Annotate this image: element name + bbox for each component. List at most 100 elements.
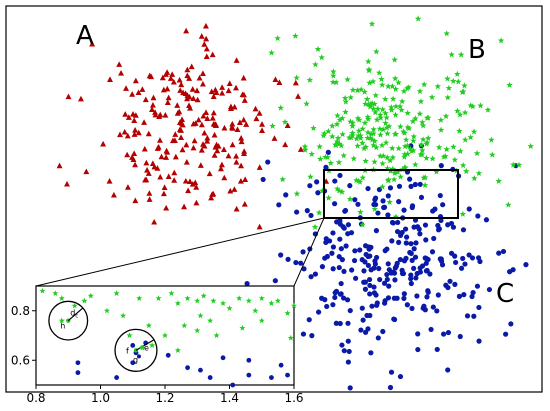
inset-c-point <box>246 357 252 363</box>
cluster-c-point <box>341 268 347 275</box>
cluster-c-point <box>397 373 404 380</box>
cluster-c-point <box>384 276 390 283</box>
inset-c-point <box>269 375 274 380</box>
cluster-b-point <box>269 122 276 129</box>
cluster-b-point <box>370 105 377 112</box>
cluster-b-point <box>383 114 390 121</box>
cluster-b-point <box>410 133 417 140</box>
cluster-a-point <box>154 165 161 171</box>
inset-c-point <box>114 375 120 380</box>
cluster-a-point <box>132 161 139 168</box>
cluster-c-point <box>319 264 326 270</box>
cluster-c-point <box>307 183 313 189</box>
cluster-a-point <box>182 177 189 184</box>
cluster-c-point <box>471 313 477 319</box>
cluster-b-point <box>437 126 445 133</box>
cluster-a-point <box>201 129 208 136</box>
cluster-c-point <box>306 317 312 323</box>
cluster-c-point <box>486 286 493 293</box>
cluster-c-point <box>323 164 329 170</box>
cluster-a-point <box>161 184 168 191</box>
cluster-b-point <box>362 143 370 150</box>
cluster-c-point <box>401 258 408 264</box>
cluster-c-point <box>412 254 419 260</box>
cluster-c-point <box>397 232 404 238</box>
cluster-b-point <box>395 79 402 86</box>
cluster-c-point <box>392 277 398 283</box>
cluster-c-point <box>357 247 363 253</box>
cluster-c-point <box>344 297 351 303</box>
cluster-c-point <box>377 276 383 283</box>
cluster-c-point <box>374 300 380 306</box>
cluster-a-point <box>179 116 186 122</box>
cluster-a-point <box>64 180 70 187</box>
cluster-b-point <box>382 95 389 102</box>
cluster-a-point <box>149 101 156 108</box>
cluster-label-a: A <box>76 21 94 51</box>
cluster-b-point <box>355 127 363 134</box>
inset-b-point <box>58 295 65 301</box>
cluster-a-point <box>233 159 240 165</box>
cluster-b-point <box>385 83 392 90</box>
cluster-c-point <box>403 226 409 232</box>
cluster-a-point <box>295 93 302 99</box>
cluster-b-point <box>404 124 411 131</box>
cluster-c-point <box>429 249 436 255</box>
cluster-a-point <box>196 74 203 81</box>
inset-b-point <box>245 297 252 304</box>
cluster-b-point <box>454 107 461 114</box>
cluster-c-point <box>417 269 423 275</box>
cluster-b-point <box>359 125 366 132</box>
cluster-c-point <box>409 204 415 211</box>
cluster-c-point <box>469 293 475 300</box>
cluster-c-point <box>452 281 458 287</box>
cluster-b-point <box>484 106 492 113</box>
cluster-b-point <box>389 95 397 102</box>
cluster-b-point <box>377 114 384 121</box>
cluster-a-point <box>145 170 152 176</box>
cluster-a-point <box>132 197 139 204</box>
cluster-b-point <box>405 84 412 91</box>
cluster-b-point <box>367 134 374 141</box>
cluster-c-point <box>415 331 421 337</box>
cluster-a-point <box>208 194 215 201</box>
cluster-b-point <box>365 58 372 65</box>
cluster-b-point <box>373 116 381 123</box>
cluster-a-point <box>132 126 139 133</box>
point-label-g: g <box>133 355 138 364</box>
cluster-c-point <box>419 263 426 269</box>
cluster-a-point <box>107 76 113 82</box>
cluster-b-point <box>462 136 469 143</box>
cluster-a-point <box>231 103 238 110</box>
cluster-b-point <box>405 125 413 132</box>
cluster-b-point <box>349 86 357 93</box>
cluster-a-point <box>131 117 138 124</box>
cluster-c-point <box>445 367 451 373</box>
cluster-c-point <box>448 250 455 256</box>
cluster-b-point <box>416 88 424 95</box>
cluster-b-point <box>361 88 368 95</box>
cluster-b-point <box>423 154 430 161</box>
cluster-a-point <box>186 178 193 185</box>
cluster-b-point <box>443 145 450 152</box>
cluster-c-point <box>399 267 405 273</box>
cluster-b-point <box>320 132 327 139</box>
main-scatter-points <box>56 15 534 391</box>
cluster-c-point <box>394 295 400 301</box>
cluster-c-point <box>300 249 306 255</box>
cluster-c-point <box>434 308 440 314</box>
inset-b-point <box>213 332 220 339</box>
cluster-b-point <box>467 134 474 141</box>
cluster-a-point <box>242 176 249 182</box>
cluster-b-point <box>378 75 385 82</box>
cluster-b-point <box>404 109 411 116</box>
cluster-c-point <box>285 256 291 262</box>
inset-b-point <box>236 295 243 301</box>
cluster-a-point <box>131 131 138 137</box>
cluster-b-point <box>392 111 399 118</box>
cluster-a-point <box>282 141 289 148</box>
cluster-a-point <box>229 141 236 148</box>
cluster-c-point <box>413 240 419 246</box>
inset-y-tick-label: 0.8 <box>11 304 30 318</box>
cluster-a-point <box>233 84 239 91</box>
